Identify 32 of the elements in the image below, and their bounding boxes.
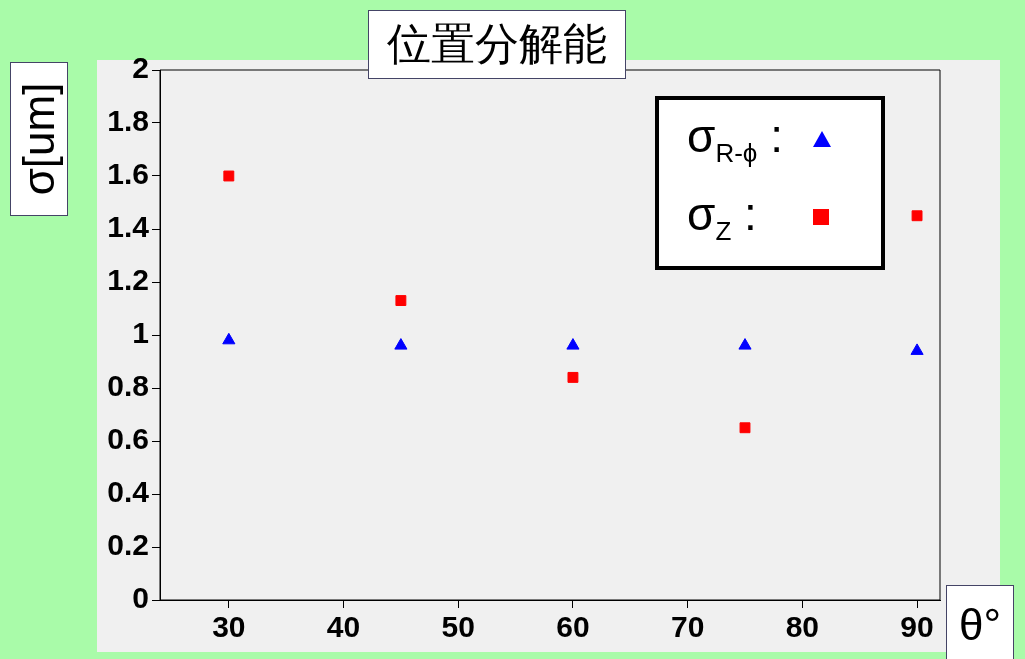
y-tick-label: 0 — [132, 581, 149, 615]
chart-title: 位置分解能 — [368, 10, 626, 79]
x-tick-label: 40 — [326, 610, 361, 644]
point — [910, 343, 924, 355]
legend-label: σ$_{R-ϕ}$ : — [687, 108, 784, 170]
y-tick-label: 0.4 — [107, 475, 150, 509]
legend-label: σ$_{Z}$ : — [687, 186, 758, 248]
y-axis-title: σ[um] — [14, 82, 64, 196]
point — [566, 338, 580, 350]
x-tick-label: 90 — [900, 610, 934, 644]
point — [394, 338, 408, 350]
y-tick-label: 1.8 — [107, 104, 149, 138]
x-axis-title: θ° — [946, 585, 1015, 659]
point — [395, 295, 407, 306]
y-tick-label: 1.2 — [107, 263, 149, 297]
point — [222, 332, 236, 345]
x-tick-label: 70 — [670, 610, 705, 644]
y-tick-label: 0.6 — [107, 422, 149, 456]
y-tick-label: 1 — [132, 316, 149, 350]
y-tick-label: 0.8 — [107, 369, 149, 403]
point — [911, 210, 923, 222]
point — [567, 371, 579, 383]
x-tick-label: 30 — [212, 610, 246, 644]
x-tick-label: 80 — [785, 610, 820, 644]
y-tick-label: 1.6 — [107, 157, 149, 191]
x-tick-label: 50 — [441, 610, 475, 644]
y-tick-label: 2 — [132, 51, 149, 85]
y-tick-label: 1.4 — [107, 210, 150, 244]
point — [223, 170, 235, 182]
x-tick-label: 60 — [556, 610, 590, 644]
y-tick-label: 0.2 — [107, 528, 149, 562]
point — [738, 338, 752, 350]
